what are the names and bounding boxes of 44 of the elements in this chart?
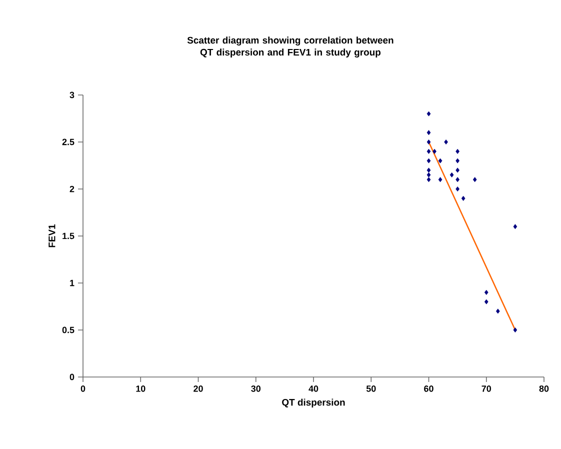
- point: [426, 158, 431, 164]
- point: [426, 177, 431, 182]
- x-tick-label: 0: [80, 386, 86, 392]
- x-axis-title: QT dispersion: [282, 398, 345, 408]
- x-tick-label: 50: [366, 386, 376, 392]
- point: [513, 224, 518, 230]
- point: [432, 148, 436, 154]
- x-tick-label: 60: [424, 386, 434, 392]
- point: [513, 327, 518, 332]
- y-tick-label: 0: [70, 374, 74, 380]
- point: [456, 148, 460, 154]
- y-axis-title: FEV1: [48, 224, 56, 248]
- point: [456, 177, 460, 182]
- point: [426, 139, 431, 144]
- y-tick-label: 2: [70, 186, 74, 192]
- point: [426, 148, 431, 154]
- x-tick-label: 40: [308, 386, 318, 392]
- point: [456, 158, 460, 164]
- chart-title: Scatter diagram showing correlation between QT dispersion and FEV1 in study group: [187, 36, 394, 58]
- x-tick-label: 10: [136, 386, 146, 392]
- point: [456, 186, 460, 192]
- point: [426, 130, 431, 136]
- point: [438, 177, 442, 182]
- point: [484, 290, 488, 295]
- point: [484, 299, 488, 304]
- point: [456, 168, 460, 173]
- point: [444, 139, 448, 144]
- x-tick-label: 80: [539, 386, 549, 392]
- point: [438, 158, 442, 164]
- point: [426, 111, 431, 116]
- y-tick-label: 1.5: [62, 232, 74, 240]
- y-tick-label: 0.5: [62, 326, 74, 334]
- y-tick-label: 3: [70, 92, 74, 98]
- x-tick-label: 30: [251, 386, 261, 392]
- y-tick-label: 1: [70, 280, 74, 286]
- x-tick-label: 20: [194, 386, 203, 392]
- point: [461, 196, 466, 201]
- point: [426, 172, 431, 178]
- point: [450, 172, 454, 178]
- point: [496, 308, 500, 314]
- point: [472, 177, 477, 182]
- point: [426, 168, 431, 173]
- y-tick-label: 2.5: [62, 138, 74, 146]
- x-tick-label: 70: [482, 386, 491, 392]
